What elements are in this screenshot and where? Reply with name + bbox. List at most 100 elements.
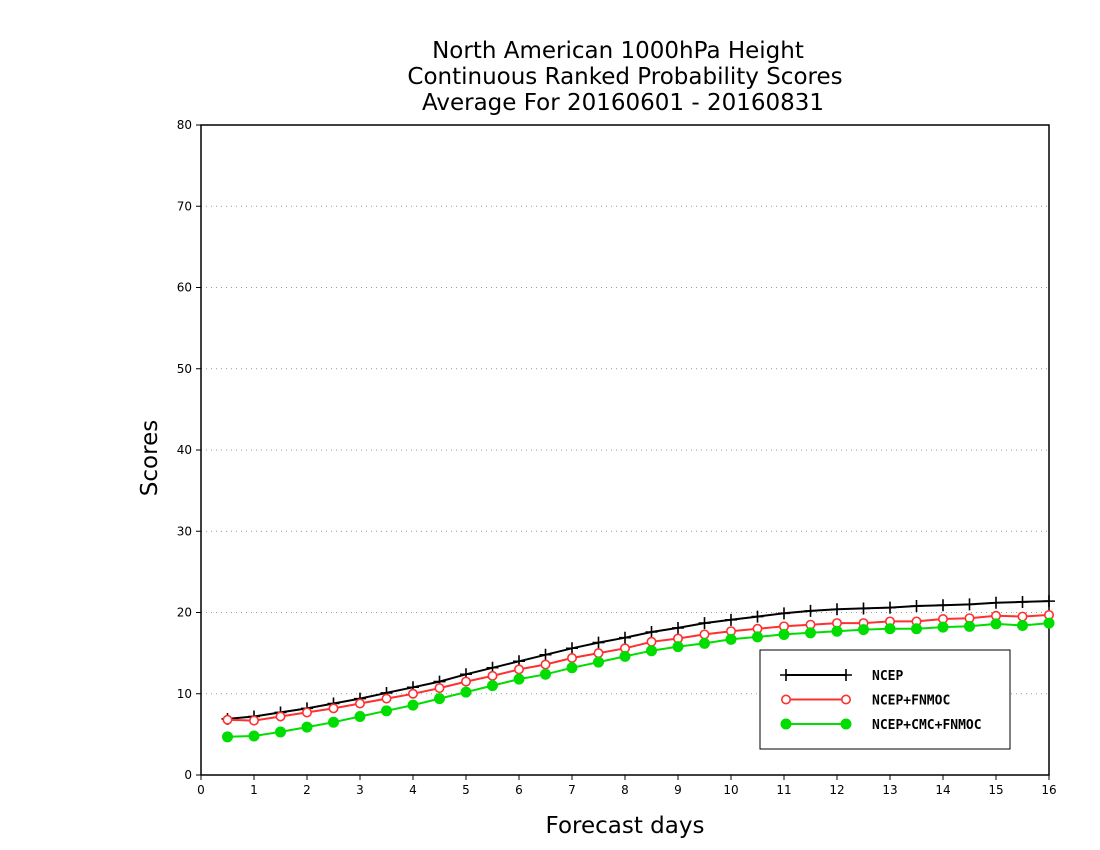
data-point-ncep-cmc-fnmoc	[1043, 617, 1055, 629]
y-tick-label: 30	[177, 524, 192, 538]
y-tick-label: 20	[177, 606, 192, 620]
x-tick-label: 9	[674, 783, 682, 797]
data-point-ncep-cmc-fnmoc	[275, 726, 286, 738]
data-point-ncep-cmc-fnmoc	[858, 624, 869, 636]
data-point-ncep	[725, 613, 737, 626]
data-point-ncep	[751, 610, 764, 623]
data-point-ncep-fnmoc	[381, 693, 392, 704]
data-point-ncep-cmc-fnmoc	[884, 623, 896, 635]
data-point-ncep-cmc-fnmoc	[460, 686, 472, 698]
data-point-ncep	[963, 598, 976, 611]
data-point-ncep-fnmoc	[540, 659, 551, 670]
legend-marker-ncep-fnmoc	[840, 694, 851, 705]
x-tick-label: 8	[621, 783, 629, 797]
data-point-ncep	[910, 600, 923, 612]
legend: NCEP NCEP+FNMOC NCEP+CMC+FNMOC	[759, 649, 1011, 750]
legend-marker-ncep-fnmoc	[780, 694, 791, 705]
data-point-ncep-fnmoc	[513, 664, 524, 675]
data-point-ncep-fnmoc	[646, 636, 657, 647]
data-point-ncep-fnmoc	[407, 688, 418, 699]
legend-label-ncep-cmc-fnmoc: NCEP+CMC+FNMOC	[872, 718, 982, 733]
x-tick-label: 6	[515, 783, 523, 797]
data-point-ncep-cmc-fnmoc	[434, 693, 445, 705]
chart-title: North American 1000hPa Height Continuous…	[407, 38, 842, 116]
data-point-ncep-cmc-fnmoc	[328, 716, 339, 728]
data-point-ncep-cmc-fnmoc	[540, 668, 551, 680]
legend-label-ncep-fnmoc: NCEP+FNMOC	[872, 694, 950, 709]
data-point-ncep-cmc-fnmoc	[381, 705, 392, 717]
data-point-ncep-cmc-fnmoc	[725, 633, 737, 645]
y-tick-label: 10	[177, 687, 192, 701]
data-point-ncep	[937, 599, 949, 612]
data-point-ncep-cmc-fnmoc	[805, 627, 816, 639]
data-point-ncep-fnmoc	[699, 629, 710, 640]
data-point-ncep-cmc-fnmoc	[778, 628, 790, 640]
y-tick-label: 50	[177, 362, 192, 376]
x-tick-label: 15	[988, 783, 1003, 797]
data-point-ncep	[831, 603, 843, 616]
data-point-ncep-fnmoc	[487, 670, 498, 681]
data-point-ncep	[804, 604, 817, 617]
x-tick-label: 4	[409, 783, 417, 797]
data-point-ncep-cmc-fnmoc	[911, 623, 922, 635]
data-point-ncep-cmc-fnmoc	[407, 699, 419, 711]
data-point-ncep-cmc-fnmoc	[513, 673, 525, 685]
data-point-ncep-cmc-fnmoc	[831, 625, 843, 637]
y-tick-label: 40	[177, 443, 192, 457]
y-tick-label: 0	[184, 768, 192, 782]
data-point-ncep-cmc-fnmoc	[964, 620, 975, 632]
x-tick-label: 2	[303, 783, 311, 797]
y-tick-label: 70	[177, 199, 192, 213]
data-point-ncep	[539, 648, 552, 661]
x-tick-label: 13	[882, 783, 897, 797]
data-point-ncep	[857, 602, 870, 615]
data-point-ncep	[884, 601, 896, 614]
x-tick-label: 10	[723, 783, 738, 797]
data-point-ncep-cmc-fnmoc	[354, 711, 366, 722]
data-point-ncep-cmc-fnmoc	[248, 730, 260, 742]
y-axis-label: Scores	[137, 420, 163, 496]
legend-marker-ncep	[840, 669, 852, 681]
data-point-ncep-cmc-fnmoc	[222, 731, 233, 743]
data-point-ncep-cmc-fnmoc	[990, 618, 1002, 630]
data-point-ncep-cmc-fnmoc	[646, 645, 657, 657]
data-point-ncep-fnmoc	[1017, 611, 1028, 622]
y-tick-label: 80	[177, 118, 192, 132]
data-point-ncep-fnmoc	[275, 711, 286, 722]
data-point-ncep-fnmoc	[354, 698, 365, 709]
x-tick-label: 5	[462, 783, 470, 797]
data-point-ncep-fnmoc	[566, 652, 577, 663]
legend-marker-ncep-cmc-fnmoc	[780, 718, 792, 730]
x-tick-label: 3	[356, 783, 364, 797]
data-point-ncep-fnmoc	[301, 707, 312, 718]
x-tick-label: 11	[776, 783, 791, 797]
x-tick-label: 12	[829, 783, 844, 797]
x-tick-label: 0	[197, 783, 205, 797]
y-tick-label: 60	[177, 281, 192, 295]
data-point-ncep-cmc-fnmoc	[487, 680, 498, 692]
legend-marker-ncep	[780, 669, 792, 681]
title-line-3: Average For 20160601 - 20160831	[422, 90, 824, 116]
data-point-ncep-cmc-fnmoc	[672, 641, 684, 653]
data-point-ncep-cmc-fnmoc	[619, 650, 631, 662]
data-point-ncep	[778, 607, 790, 620]
data-point-ncep	[698, 617, 711, 630]
data-point-ncep	[672, 621, 684, 634]
data-point-ncep	[592, 636, 605, 649]
x-tick-label: 14	[935, 783, 950, 797]
data-point-ncep	[619, 631, 631, 644]
data-point-ncep-cmc-fnmoc	[593, 656, 604, 668]
data-point-ncep	[1043, 595, 1055, 608]
data-point-ncep-cmc-fnmoc	[937, 621, 949, 633]
data-point-ncep-fnmoc	[434, 683, 445, 694]
data-point-ncep-fnmoc	[328, 703, 339, 714]
series-group	[221, 595, 1055, 743]
data-point-ncep	[645, 626, 658, 638]
legend-label-ncep: NCEP	[872, 669, 903, 684]
data-point-ncep-cmc-fnmoc	[1017, 620, 1028, 631]
x-tick-label: 1	[250, 783, 258, 797]
data-point-ncep-cmc-fnmoc	[566, 662, 578, 674]
data-point-ncep	[1016, 595, 1029, 608]
